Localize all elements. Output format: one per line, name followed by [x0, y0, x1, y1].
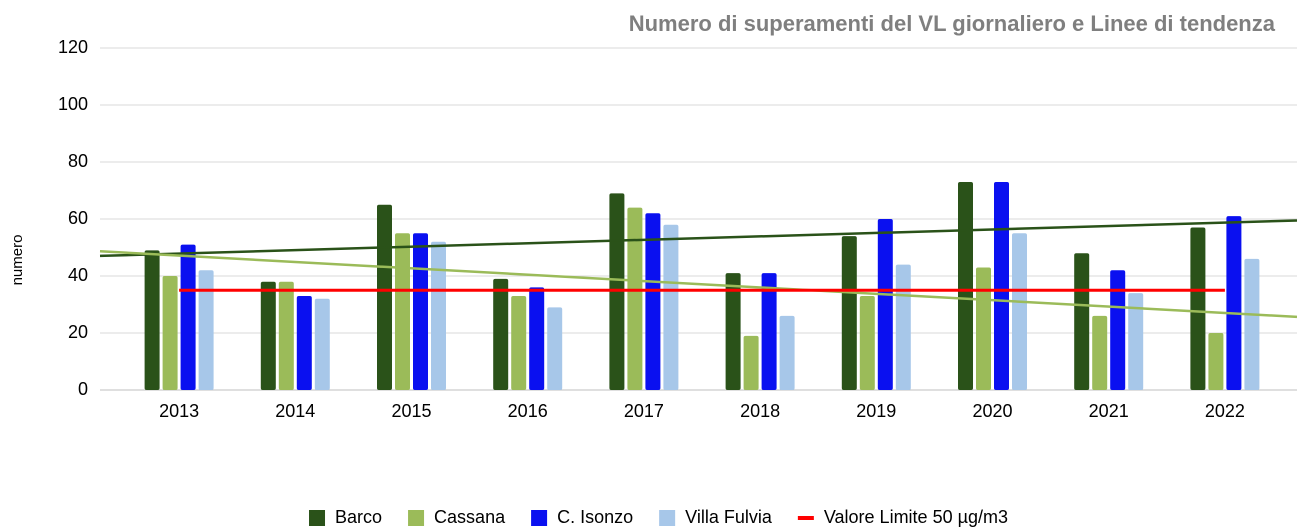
- bar: [761, 273, 777, 390]
- legend-symbol: [797, 516, 814, 520]
- trend-line: [99, 219, 1297, 258]
- y-tick-label: 40: [68, 265, 88, 285]
- bar: [144, 250, 160, 390]
- bar: [529, 287, 545, 390]
- bar: [296, 295, 312, 390]
- trend-line: [99, 249, 1297, 319]
- x-tick-label: 2015: [391, 401, 431, 421]
- bar: [180, 244, 196, 390]
- bar: [413, 233, 428, 390]
- x-tick-label: 2017: [624, 401, 664, 421]
- legend-label: Barco: [335, 507, 382, 527]
- x-tick-label: 2016: [508, 401, 548, 421]
- y-tick-label: 120: [58, 37, 88, 57]
- x-tick-label: 2021: [1089, 401, 1129, 421]
- bar: [431, 241, 446, 390]
- y-tick-label: 0: [78, 379, 88, 399]
- bar: [198, 270, 214, 390]
- bar: [493, 278, 509, 390]
- bar: [1226, 216, 1242, 390]
- x-tick-label: 2013: [159, 401, 199, 421]
- bar: [877, 219, 893, 390]
- chart-title: Numero di superamenti del VL giornaliero…: [629, 11, 1276, 36]
- bar: [511, 295, 527, 390]
- legend-symbol: [309, 510, 326, 526]
- bar: [1012, 233, 1027, 390]
- bar: [663, 224, 679, 390]
- legend-symbol: [408, 510, 425, 526]
- legend-label: Cassana: [434, 507, 506, 527]
- bar: [627, 207, 643, 390]
- legend-symbol: [659, 510, 676, 526]
- y-tick-label: 60: [68, 208, 88, 228]
- bar: [395, 233, 410, 390]
- x-tick-label: 2020: [972, 401, 1012, 421]
- y-tick-label: 80: [68, 151, 88, 171]
- x-tick-label: 2014: [275, 401, 315, 421]
- y-tick-label: 100: [58, 94, 88, 114]
- bar: [743, 335, 759, 390]
- bar: [1110, 270, 1126, 390]
- legend-label: C. Isonzo: [557, 507, 633, 527]
- bar: [976, 267, 991, 390]
- bar: [841, 236, 857, 390]
- bar: [1190, 227, 1206, 390]
- bar: [377, 204, 392, 390]
- bar: [278, 281, 294, 390]
- bar: [547, 307, 563, 390]
- bar: [314, 298, 330, 390]
- bar: [1208, 333, 1224, 390]
- bar: [994, 181, 1009, 390]
- bar: [260, 281, 276, 390]
- x-tick-label: 2022: [1205, 401, 1245, 421]
- bar: [1244, 258, 1260, 390]
- y-axis-label: numero: [9, 235, 26, 286]
- bar: [1074, 253, 1090, 390]
- legend-label: Villa Fulvia: [685, 507, 773, 527]
- bar: [779, 315, 795, 390]
- bar: [859, 295, 875, 390]
- bar: [1128, 293, 1144, 390]
- bar: [725, 273, 741, 390]
- y-tick-label: 20: [68, 322, 88, 342]
- x-tick-label: 2019: [856, 401, 896, 421]
- bar: [895, 264, 911, 390]
- bar: [645, 213, 661, 390]
- legend-label: Valore Limite 50 µg/m3: [824, 507, 1008, 527]
- bar: [1092, 315, 1108, 390]
- bar: [958, 181, 973, 390]
- legend-symbol: [531, 510, 548, 526]
- x-tick-label: 2018: [740, 401, 780, 421]
- bar: [162, 276, 178, 390]
